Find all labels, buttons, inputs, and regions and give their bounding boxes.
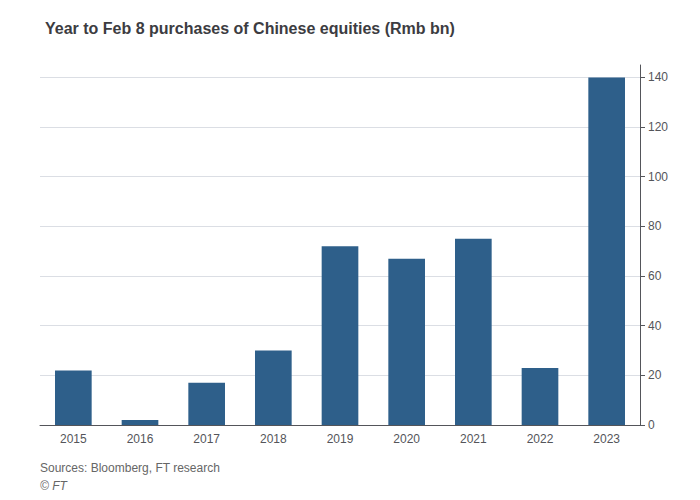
svg-text:0: 0 <box>648 418 655 432</box>
svg-text:60: 60 <box>648 269 662 283</box>
svg-text:20: 20 <box>648 368 662 382</box>
svg-text:Year to Feb 8 purchases of Chi: Year to Feb 8 purchases of Chinese equit… <box>45 20 455 37</box>
svg-text:40: 40 <box>648 319 662 333</box>
svg-text:2021: 2021 <box>460 432 487 446</box>
svg-text:Sources: Bloomberg, FT researc: Sources: Bloomberg, FT research <box>40 461 220 475</box>
svg-text:2023: 2023 <box>593 432 620 446</box>
svg-text:2015: 2015 <box>60 432 87 446</box>
svg-text:2016: 2016 <box>127 432 154 446</box>
svg-text:2018: 2018 <box>260 432 287 446</box>
svg-text:© FT: © FT <box>40 479 69 493</box>
svg-text:2022: 2022 <box>527 432 554 446</box>
svg-text:2017: 2017 <box>193 432 220 446</box>
svg-text:100: 100 <box>648 170 668 184</box>
svg-text:120: 120 <box>648 120 668 134</box>
svg-text:2020: 2020 <box>393 432 420 446</box>
svg-text:140: 140 <box>648 70 668 84</box>
svg-text:80: 80 <box>648 219 662 233</box>
svg-text:2019: 2019 <box>327 432 354 446</box>
